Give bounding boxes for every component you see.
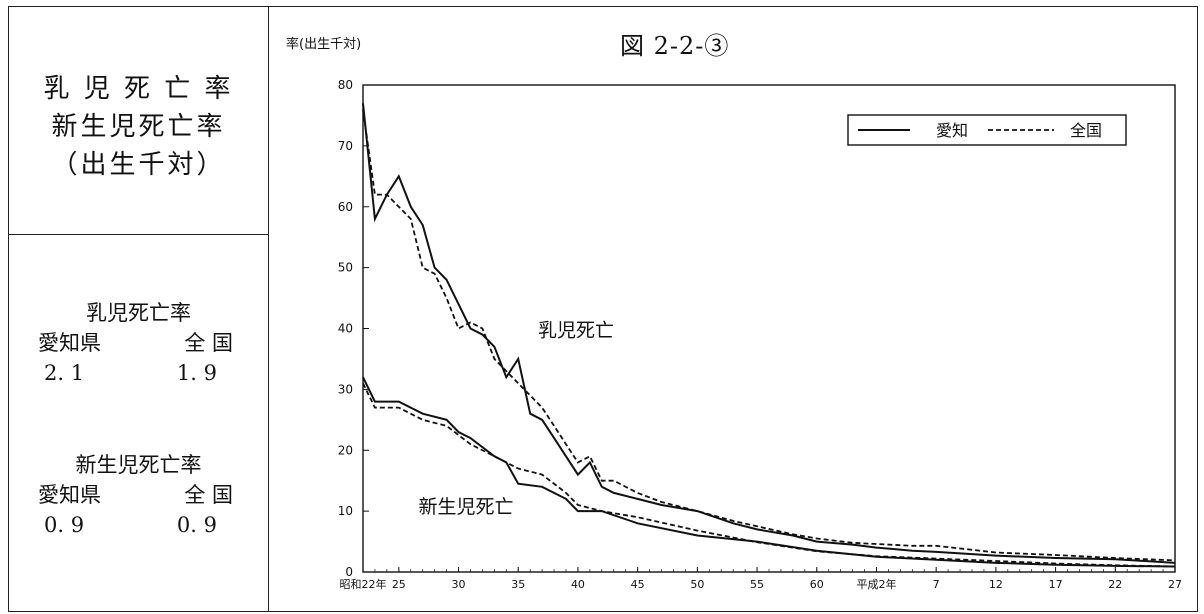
annotation-neonatal: 新生児死亡 xyxy=(419,496,514,518)
y-tick-label: 40 xyxy=(338,322,353,336)
col-header-national: 全 国 xyxy=(184,331,233,355)
legend-label-national: 全国 xyxy=(1070,121,1102,140)
infant-rate-headers: 愛知県 全 国 xyxy=(8,328,269,358)
x-tick-label: 平成2年 xyxy=(856,577,896,591)
figure-frame xyxy=(8,6,1198,612)
infant-rate-summary: 乳児死亡率 愛知県 全 国 2. 1 1. 9 xyxy=(8,298,269,388)
series-line-neonatal-national xyxy=(362,382,1176,568)
x-tick-label: 35 xyxy=(511,578,525,591)
x-tick-label: 17 xyxy=(1049,578,1063,591)
x-tick-label: 25 xyxy=(392,578,406,591)
y-axis-label: 率(出生千対) xyxy=(286,37,362,52)
infant-rate-values: 2. 1 1. 9 xyxy=(8,358,269,388)
panel-divider-horizontal xyxy=(8,234,269,235)
y-tick-label: 0 xyxy=(345,565,353,579)
neonatal-rate-title: 新生児死亡率 xyxy=(75,453,202,477)
col-header-aichi: 愛知県 xyxy=(38,331,101,355)
value-national: 1. 9 xyxy=(176,361,217,385)
x-tick-label: 昭和22年 xyxy=(340,577,387,591)
infant-rate-title: 乳児死亡率 xyxy=(86,301,191,325)
panel-divider xyxy=(268,6,269,612)
series-line-infant-national xyxy=(362,109,1176,562)
x-tick-label: 27 xyxy=(1168,578,1182,591)
x-tick-label: 12 xyxy=(989,578,1003,591)
col-header-national: 全 国 xyxy=(184,483,233,507)
series-line-neonatal-aichi xyxy=(362,376,1176,568)
value-national: 0. 9 xyxy=(176,513,217,537)
y-tick-label: 70 xyxy=(338,139,353,153)
y-tick-label: 10 xyxy=(338,504,353,518)
x-tick-label: 30 xyxy=(452,578,466,591)
figure-title: 図 2-2-③ xyxy=(620,32,730,60)
neonatal-rate-headers: 愛知県 全 国 xyxy=(8,480,269,510)
x-tick-label: 45 xyxy=(631,578,645,591)
x-tick-label: 50 xyxy=(690,578,704,591)
heading-line: （出生千対） xyxy=(51,150,226,180)
x-tick-label: 22 xyxy=(1108,578,1122,591)
heading-line: 新生児死亡率 xyxy=(51,112,226,142)
x-tick-label: 55 xyxy=(750,578,764,591)
neonatal-rate-summary: 新生児死亡率 愛知県 全 国 0. 9 0. 9 xyxy=(8,450,269,540)
col-header-aichi: 愛知県 xyxy=(38,483,101,507)
neonatal-rate-values: 0. 9 0. 9 xyxy=(8,510,269,540)
x-tick-label: 40 xyxy=(571,578,585,591)
y-tick-label: 30 xyxy=(338,382,353,396)
legend-label-aichi: 愛知 xyxy=(936,121,968,140)
y-tick-label: 50 xyxy=(338,261,353,275)
y-tick-label: 60 xyxy=(338,200,353,214)
annotation-infant: 乳児死亡 xyxy=(538,320,614,342)
y-tick-label: 80 xyxy=(338,78,353,92)
x-tick-label: 60 xyxy=(810,578,824,591)
value-aichi: 2. 1 xyxy=(44,361,85,385)
heading-line: 乳 児 死 亡 率 xyxy=(43,74,234,104)
y-tick-label: 20 xyxy=(338,443,353,457)
panel-heading: 乳 児 死 亡 率 新生児死亡率 （出生千対） xyxy=(8,70,269,184)
series-line-infant-aichi xyxy=(362,103,1176,564)
x-tick-label: 7 xyxy=(933,578,940,591)
value-aichi: 0. 9 xyxy=(44,513,85,537)
